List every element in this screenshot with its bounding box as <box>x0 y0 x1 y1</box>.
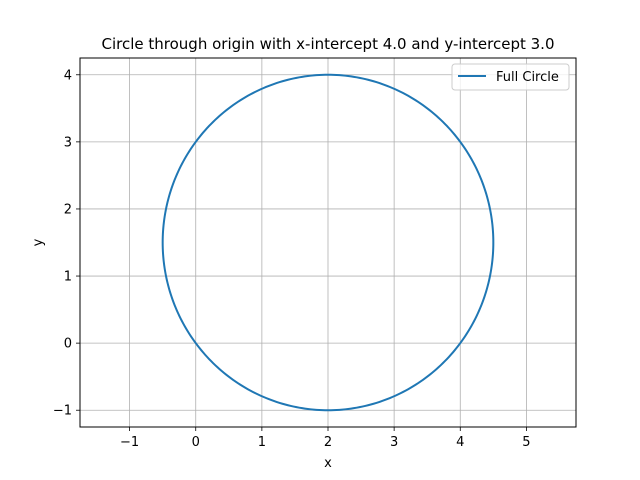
x-tick-label: 4 <box>456 435 464 450</box>
y-tick-label: 2 <box>64 202 72 217</box>
y-tick-label: 4 <box>64 68 72 83</box>
y-tick-label: 3 <box>64 135 72 150</box>
x-tick-label: 2 <box>324 435 332 450</box>
x-tick-label: 5 <box>522 435 530 450</box>
plot-data <box>161 73 495 412</box>
y-axis-label: y <box>31 238 46 246</box>
x-tick-label: 3 <box>390 435 398 450</box>
x-tick-label: −1 <box>120 435 139 450</box>
chart-title: Circle through origin with x-intercept 4… <box>102 35 555 53</box>
legend: Full Circle <box>451 63 570 91</box>
x-tick-label: 1 <box>258 435 266 450</box>
legend-box <box>451 63 570 91</box>
grid <box>80 58 576 427</box>
x-axis-label: x <box>324 456 332 471</box>
y-tick-label: 0 <box>64 337 72 352</box>
ticks: −1 0 1 2 3 4 5 −1 0 1 2 3 4 <box>53 68 531 450</box>
y-tick-label: 1 <box>64 270 72 285</box>
legend-label: Full Circle <box>496 70 559 85</box>
x-tick-label: 0 <box>192 435 200 450</box>
y-tick-label: −1 <box>53 404 72 419</box>
series-line-full-circle <box>161 73 495 412</box>
